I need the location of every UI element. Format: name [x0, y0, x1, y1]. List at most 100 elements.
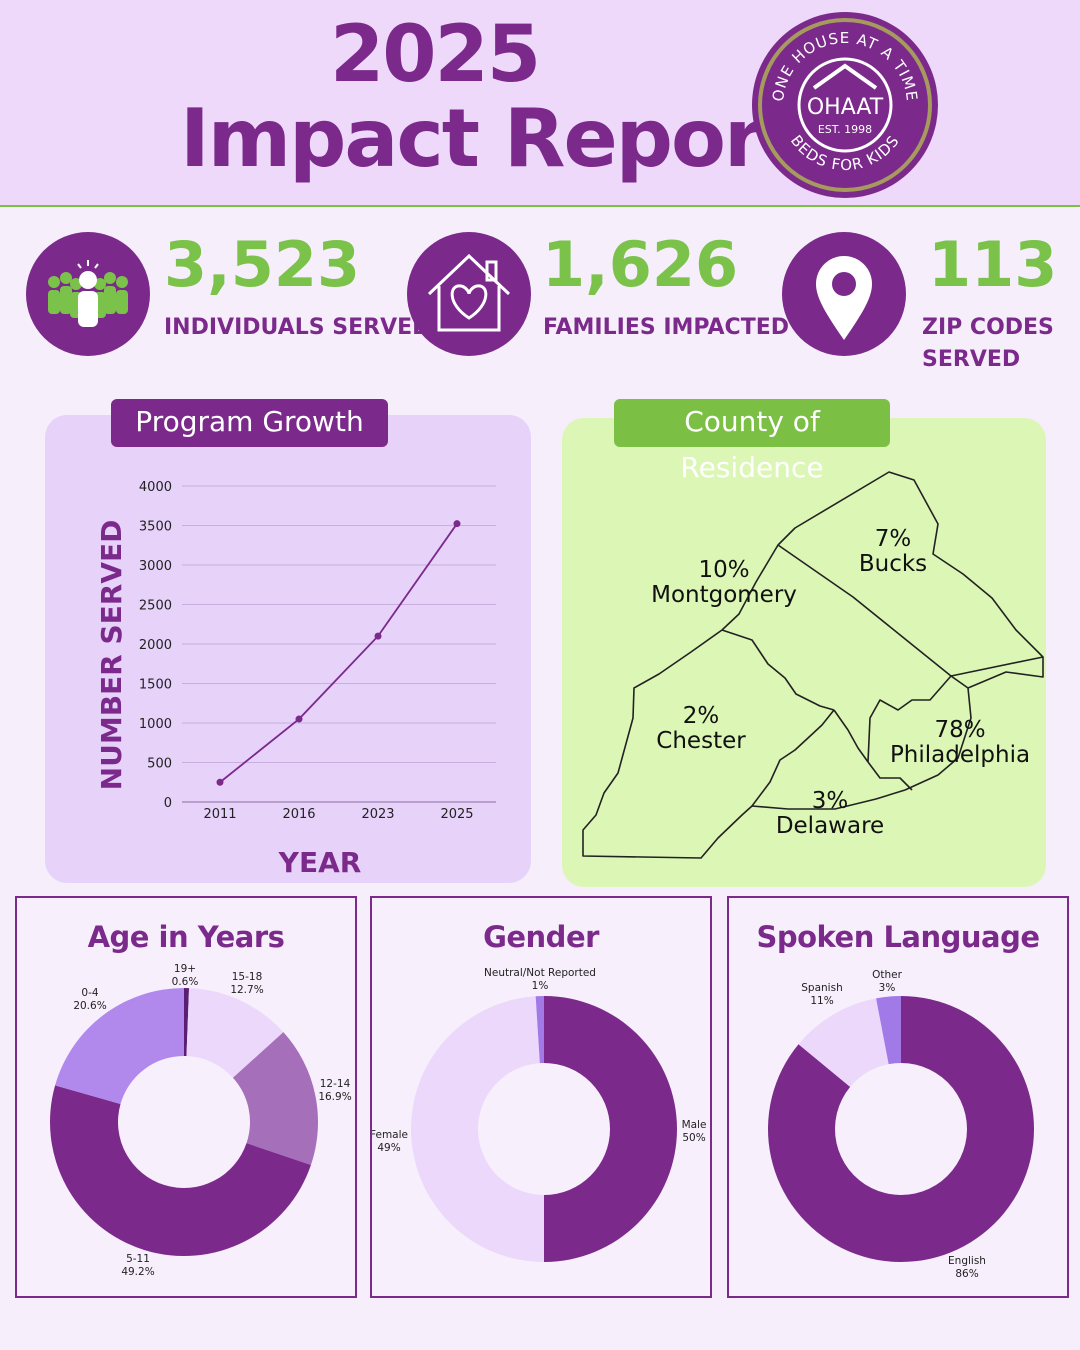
- zip-codes-label-line-2: SERVED: [922, 347, 1021, 372]
- slice-label-name: 0-4: [81, 987, 98, 999]
- y-tick-label: 2500: [139, 599, 172, 614]
- slice-label: Neutral/Not Reported 1%: [484, 967, 596, 992]
- slice-label-name: 19+: [174, 963, 196, 975]
- slice-label: Male 50%: [682, 1119, 707, 1144]
- house-roof-icon: [812, 63, 878, 90]
- philadelphia-percent: 78%: [934, 717, 986, 743]
- gender-donut: Male 50% Female 49% Neutral/Not Reported 1%: [372, 967, 707, 1262]
- slice-label-value: 86%: [955, 1268, 978, 1280]
- donut-slice: [50, 1085, 311, 1256]
- families-impacted-label: FAMILIES IMPACTED: [543, 315, 789, 340]
- slice-label-name: Male: [682, 1119, 707, 1131]
- chester-delaware-border: [751, 709, 835, 807]
- donut-slice: [535, 996, 544, 1064]
- gender-chart-title: Gender: [483, 920, 599, 954]
- individuals-served-label: INDIVIDUALS SERVED: [164, 315, 431, 340]
- program-growth-panel: [45, 415, 531, 883]
- data-point: [453, 520, 461, 528]
- slice-label: Female 49%: [372, 1129, 408, 1154]
- logo-est: EST. 1998: [818, 123, 872, 136]
- report-year: 2025: [330, 10, 541, 100]
- x-tick-label: 2025: [440, 807, 473, 822]
- donut-slice: [186, 988, 284, 1078]
- montgomery-name: Montgomery: [651, 582, 797, 608]
- x-tick-label: 2011: [203, 807, 236, 822]
- location-pin-icon: [782, 232, 906, 356]
- montgomery-percent: 10%: [698, 557, 750, 583]
- slice-label: 5-11 49.2%: [121, 1253, 154, 1278]
- slice-label: 15-18 12.7%: [230, 971, 263, 996]
- slice-label-name: Spanish: [801, 982, 842, 994]
- slice-label-value: 49.2%: [121, 1266, 154, 1278]
- language-donut: English 86% Spanish 11% Other 3%: [768, 969, 1034, 1280]
- county-title: County of Residence: [614, 399, 890, 484]
- y-axis-label: NUMBER SERVED: [95, 520, 128, 791]
- donut-slice: [55, 988, 185, 1104]
- donut-slice: [768, 996, 1034, 1262]
- language-chart: Spoken Language English 86% Spanish 11% Othe…: [727, 896, 1069, 1298]
- montgomery-chester-border: [721, 629, 835, 711]
- donut-slice: [876, 996, 901, 1065]
- philadelphia-south-border: [867, 761, 913, 791]
- slice-label-value: 1%: [532, 980, 549, 992]
- delaware-name: Delaware: [775, 813, 885, 839]
- delaware-percent: 3%: [811, 788, 849, 814]
- county-chester: 2% Chester: [651, 704, 751, 754]
- slice-label: 19+ 0.6%: [172, 963, 199, 988]
- slice-label: 0-4 20.6%: [73, 987, 106, 1012]
- zip-codes-number: 113: [928, 228, 1058, 301]
- donut-slice: [410, 996, 544, 1262]
- slice-label-name: Other: [872, 969, 902, 981]
- individuals-served-number: 3,523: [164, 228, 361, 301]
- slice-label-name: 15-18: [232, 971, 263, 983]
- slice-label-value: 11%: [810, 995, 833, 1007]
- program-growth-title: Program Growth: [111, 399, 388, 447]
- families-impacted-number: 1,626: [542, 228, 739, 301]
- slice-label: Other 3%: [872, 969, 902, 994]
- data-point: [374, 632, 382, 640]
- slice-label-value: 0.6%: [172, 976, 199, 988]
- slice-label: Spanish 11%: [801, 982, 842, 1007]
- y-tick-label: 1500: [139, 678, 172, 693]
- x-tick-label: 2016: [282, 807, 315, 822]
- slice-label-value: 20.6%: [73, 1000, 106, 1012]
- ohaat-logo: ONE HOUSE AT A TIME BEDS FOR KIDS OHAAT …: [752, 12, 938, 198]
- county-bucks: 7% Bucks: [858, 527, 928, 577]
- donut-slice: [798, 998, 889, 1087]
- philadelphia-border: [867, 675, 969, 763]
- slice-label: English 86%: [948, 1255, 986, 1280]
- house-heart-icon: [407, 232, 531, 356]
- y-tick-label: 4000: [139, 480, 172, 495]
- program-growth-chart: 0 500 1000 1500 2000 2500 3000 3500 4000 2011 2016…: [95, 480, 496, 879]
- y-tick-label: 1000: [139, 717, 172, 732]
- slice-label-name: Female: [372, 1129, 408, 1141]
- slice-label-name: English: [948, 1255, 986, 1267]
- series-line: [219, 523, 458, 783]
- age-donut: 19+ 0.6% 15-18 12.7% 12-14 16.9% 5-11 49.2% 0-4 2…: [50, 963, 352, 1278]
- language-chart-title: Spoken Language: [756, 920, 1040, 954]
- slice-label-value: 49%: [377, 1142, 400, 1154]
- zip-codes-label: ZIP CODES SERVED: [922, 312, 1054, 376]
- chester-name: Chester: [656, 728, 746, 754]
- data-point: [295, 715, 303, 723]
- y-tick-label: 0: [164, 796, 172, 811]
- age-chart-title: Age in Years: [87, 920, 285, 954]
- slice-label-value: 12.7%: [230, 984, 263, 996]
- y-tick-label: 500: [147, 757, 172, 772]
- age-chart: Age in Years 19+ 0.6% 15-18 12.7% 12-14 16.9%…: [15, 896, 357, 1298]
- delaware-montgomery-border: [833, 709, 869, 763]
- slice-label-name: Neutral/Not Reported: [484, 967, 596, 979]
- y-tick-label: 3500: [139, 520, 172, 535]
- y-tick-label: 3000: [139, 559, 172, 574]
- y-tick-label: 2000: [139, 638, 172, 653]
- gender-chart: Gender Male 50% Female 49% Neutral/Not Repor…: [370, 896, 712, 1298]
- county-map: [582, 471, 1044, 859]
- people-group-icon: [26, 232, 150, 356]
- slice-label: 12-14 16.9%: [318, 1078, 351, 1103]
- slice-label-value: 3%: [879, 982, 896, 994]
- logo-name: OHAAT: [807, 95, 884, 120]
- slice-label-name: 5-11: [126, 1253, 150, 1265]
- zip-codes-label-line-1: ZIP CODES: [922, 315, 1054, 340]
- bucks-percent: 7%: [874, 526, 912, 552]
- chester-percent: 2%: [682, 703, 720, 729]
